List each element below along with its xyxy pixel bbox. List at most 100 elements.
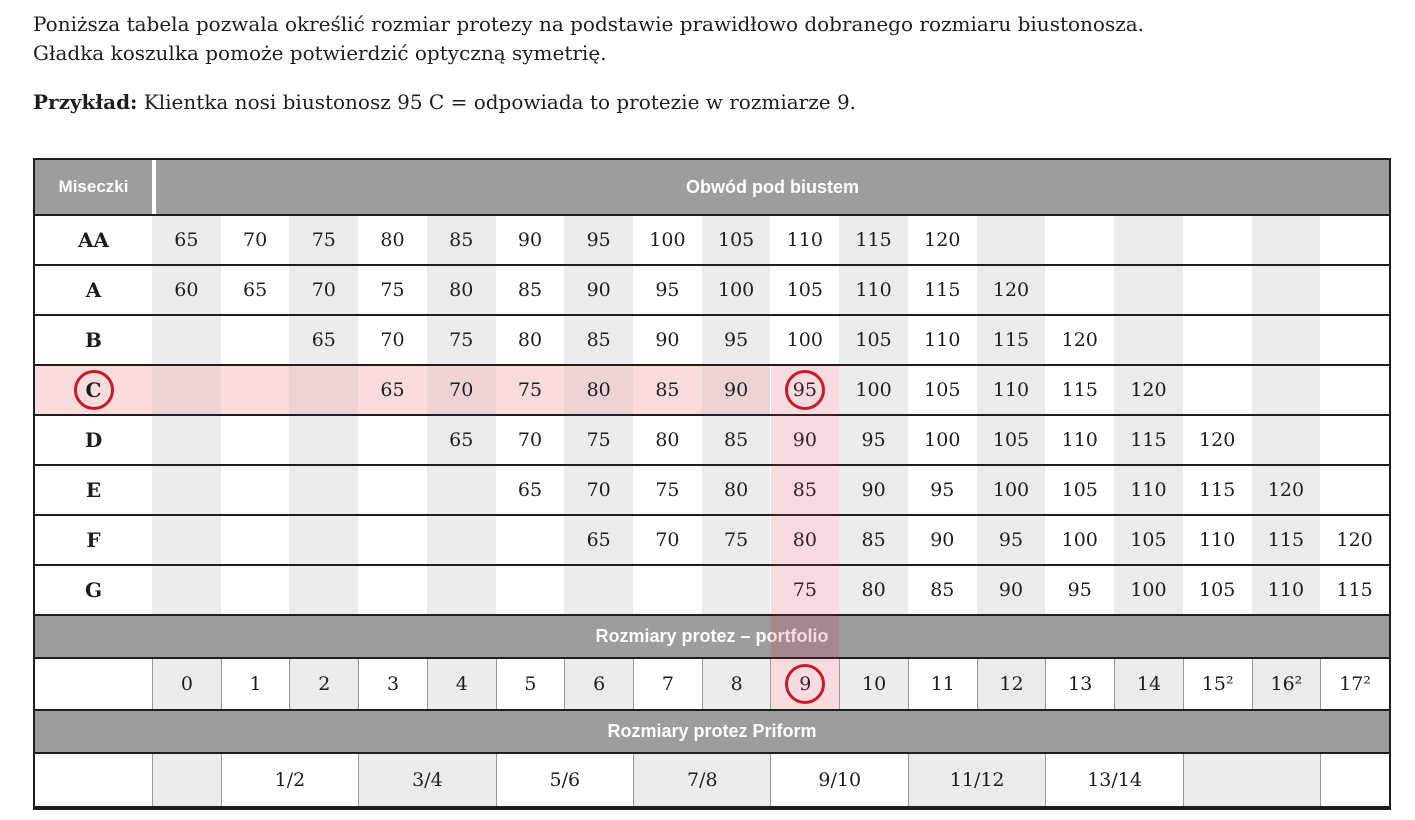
size-cell xyxy=(152,466,221,514)
size-cell: 115 xyxy=(924,279,961,301)
size-cell: 80 xyxy=(701,466,771,514)
size-cell: 90 xyxy=(976,566,1046,614)
size-cell xyxy=(1045,216,1114,264)
priform-size-cell xyxy=(152,754,221,806)
size-cell xyxy=(426,516,496,564)
underbust-band-header: Obwód pod biustem xyxy=(152,160,1389,214)
size-cell: 110 xyxy=(1199,529,1236,551)
size-cell xyxy=(358,416,427,464)
red-circle-annotation: C xyxy=(73,370,114,410)
size-cell: 105 xyxy=(786,279,823,301)
size-cell xyxy=(1114,216,1183,264)
example-text: Przykład: Klientka nosi biustonosz 95 C … xyxy=(33,88,1415,116)
cup-label: AA xyxy=(77,228,110,252)
size-cell: 105 xyxy=(1114,516,1183,564)
size-cell xyxy=(220,366,290,414)
size-cell: 60 xyxy=(152,266,221,314)
cup-label: F xyxy=(86,528,101,552)
prosthesis-size-cell: 9 xyxy=(770,659,839,709)
size-cell: 85 xyxy=(701,416,771,464)
size-cell: 100 xyxy=(839,366,908,414)
size-cell: 80 xyxy=(655,429,680,451)
cup-row-AA: AA 65 70 75 80 85 90 95 100 105 110 115 120 xyxy=(35,216,1389,266)
size-cell: 110 xyxy=(1251,566,1321,614)
size-cell xyxy=(1183,216,1252,264)
size-cell: 95 xyxy=(655,279,680,301)
prosthesis-size-cell: 3 xyxy=(358,659,427,709)
size-cell xyxy=(1251,316,1321,364)
size-cell: 105 xyxy=(924,379,961,401)
size-cell: 80 xyxy=(380,229,405,251)
size-cell: 80 xyxy=(564,366,634,414)
size-cell: 100 xyxy=(924,429,961,451)
size-cell: 115 xyxy=(1114,416,1183,464)
size-cell xyxy=(1320,266,1389,314)
size-cell: 80 xyxy=(839,566,908,614)
prosthesis-size-cell: 14 xyxy=(1114,659,1183,709)
prosthesis-size-cell: 0 xyxy=(152,659,221,709)
size-cell: 100 xyxy=(1114,566,1183,614)
size-cell: 100 xyxy=(976,466,1046,514)
prosthesis-size-cell: 6 xyxy=(564,659,634,709)
red-circle-annotation: 95 xyxy=(784,370,825,410)
size-cell: 95 xyxy=(1067,579,1092,601)
size-cell: 115 xyxy=(839,216,908,264)
size-cell: 80 xyxy=(792,529,817,551)
prosthesis-size-cell: 10 xyxy=(839,659,908,709)
priform-size-cell: 1/2 xyxy=(220,754,358,806)
size-cell: 95 xyxy=(701,316,771,364)
prosthesis-size-cell: 16² xyxy=(1251,659,1321,709)
size-cell xyxy=(976,216,1046,264)
cup-row-C: C 65 70 75 80 85 90 95 100 105 110 115 120 xyxy=(35,366,1389,416)
size-cell: 65 xyxy=(426,416,496,464)
sizes-row-label-cell xyxy=(35,659,152,709)
size-cell: 115 xyxy=(976,316,1046,364)
size-cell: 85 xyxy=(564,316,634,364)
size-cell xyxy=(1320,366,1389,414)
prosthesis-size-cell: 8 xyxy=(701,659,771,709)
size-cell: 75 xyxy=(426,316,496,364)
portfolio-band-row: Rozmiary protez – portfolio xyxy=(35,616,1389,659)
corner-header: Miseczki xyxy=(58,177,129,196)
size-cell: 95 xyxy=(770,366,839,414)
size-cell: 100 xyxy=(786,329,823,351)
size-cell: 65 xyxy=(152,216,221,264)
size-cell xyxy=(289,366,359,414)
size-cell: 90 xyxy=(517,229,543,251)
priform-size-cell: 9/10 xyxy=(770,754,907,806)
size-cell: 90 xyxy=(655,329,680,351)
size-cell xyxy=(496,516,565,564)
prosthesis-size-cell: 15² xyxy=(1182,659,1252,709)
priform-size-cell xyxy=(1320,754,1389,806)
size-cell xyxy=(358,466,427,514)
size-cell: 90 xyxy=(839,466,908,514)
priform-size-cell: 13/14 xyxy=(1045,754,1182,806)
size-cell: 75 xyxy=(495,366,565,414)
prosthesis-size-cell: 1 xyxy=(220,659,290,709)
size-cell: 80 xyxy=(517,329,543,351)
cup-row-F: F 65 70 75 80 85 90 95 100 105 110 115 120 xyxy=(35,516,1389,566)
prosthesis-size-cell: 17² xyxy=(1320,659,1389,709)
prosthesis-size-cell: 4 xyxy=(426,659,496,709)
size-cell: 95 xyxy=(930,479,955,501)
red-circle-annotation: 9 xyxy=(785,664,826,704)
size-cell xyxy=(1320,316,1389,364)
size-cell: 100 xyxy=(701,266,771,314)
size-cell xyxy=(358,516,427,564)
size-cell xyxy=(289,516,359,564)
size-cell: 85 xyxy=(633,366,702,414)
size-cell xyxy=(221,516,290,564)
size-cell: 85 xyxy=(839,516,908,564)
size-cell xyxy=(1251,216,1321,264)
portfolio-band-header: Rozmiary protez – portfolio xyxy=(595,626,829,646)
size-cell xyxy=(1251,266,1321,314)
size-cell: 115 xyxy=(1251,516,1321,564)
intro-text: Poniższa tabela pozwala określić rozmiar… xyxy=(33,10,1415,68)
cup-label: B xyxy=(85,328,102,352)
size-cell: 105 xyxy=(1199,579,1236,601)
size-cell xyxy=(221,316,290,364)
portfolio-sizes-row: 0 1 2 3 4 5 6 7 8 9 10 11 12 13 14 15² 16² 17² xyxy=(35,659,1389,711)
size-cell: 70 xyxy=(242,229,268,251)
size-cell xyxy=(1183,366,1252,414)
